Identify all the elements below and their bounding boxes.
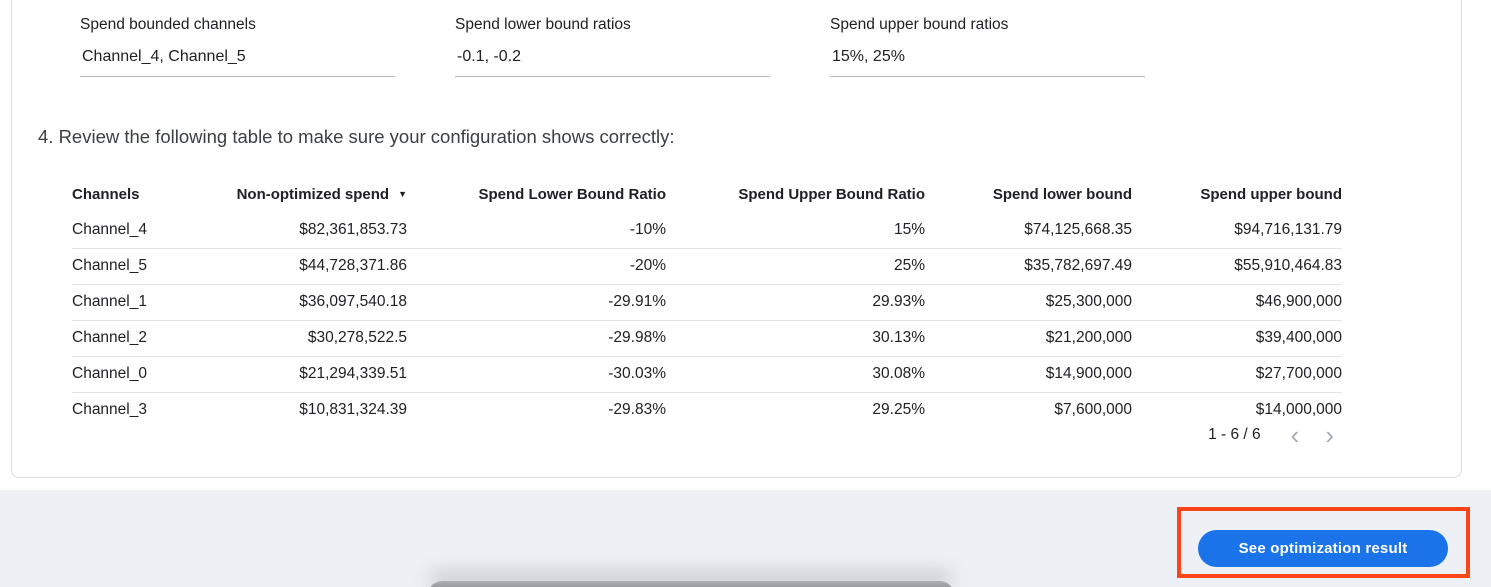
cell-non-optimized-spend: $36,097,540.18 xyxy=(212,284,407,321)
spend-upper-bound-ratios-label: Spend upper bound ratios xyxy=(830,16,1009,33)
cell-upper-bound: $39,400,000 xyxy=(1132,320,1342,357)
table-row: Channel_2 $30,278,522.5 -29.98% 30.13% $… xyxy=(72,320,1342,357)
spend-upper-bound-ratios-input[interactable] xyxy=(830,48,1145,77)
column-header-spend-lower-bound[interactable]: Spend lower bound xyxy=(992,186,1132,203)
cell-lower-ratio: -29.98% xyxy=(407,320,666,357)
field-spend-bounded-channels: Spend bounded channels xyxy=(80,16,395,77)
step-instruction: 4. Review the following table to make su… xyxy=(38,126,675,147)
cell-upper-bound: $94,716,131.79 xyxy=(1132,213,1342,249)
cell-non-optimized-spend: $21,294,339.51 xyxy=(212,356,407,393)
column-header-spend-upper-bound[interactable]: Spend upper bound xyxy=(1200,186,1342,203)
cell-channel: Channel_1 xyxy=(72,284,212,321)
table-row: Channel_4 $82,361,853.73 -10% 15% $74,12… xyxy=(72,213,1342,249)
column-header-spend-upper-bound-ratio[interactable]: Spend Upper Bound Ratio xyxy=(738,186,925,203)
configuration-table: Channels Non-optimized spend ▼ Spend Lowe… xyxy=(72,180,1342,428)
cell-lower-bound: $14,900,000 xyxy=(925,356,1132,393)
cell-upper-ratio: 30.08% xyxy=(666,356,925,393)
sort-descending-icon[interactable]: ▼ xyxy=(398,189,407,199)
table-row: Channel_5 $44,728,371.86 -20% 25% $35,78… xyxy=(72,248,1342,285)
cell-channel: Channel_4 xyxy=(72,213,212,249)
cell-lower-bound: $74,125,668.35 xyxy=(925,213,1132,249)
table-row: Channel_1 $36,097,540.18 -29.91% 29.93% … xyxy=(72,284,1342,321)
cell-upper-ratio: 30.13% xyxy=(666,320,925,357)
spend-bounded-channels-input[interactable] xyxy=(80,48,395,77)
column-header-label: Non-optimized spend xyxy=(236,186,390,203)
column-header-spend-lower-bound-ratio[interactable]: Spend Lower Bound Ratio xyxy=(478,186,667,203)
pagination-prev-icon[interactable]: ‹ xyxy=(1283,422,1308,448)
bottom-toast-peek xyxy=(428,581,954,587)
cell-channel: Channel_2 xyxy=(72,320,212,357)
cell-upper-ratio: 29.93% xyxy=(666,284,925,321)
table-pagination: 1 - 6 / 6 ‹ › xyxy=(1208,422,1342,448)
see-optimization-result-button[interactable]: See optimization result xyxy=(1198,530,1448,567)
cell-lower-ratio: -29.91% xyxy=(407,284,666,321)
cell-lower-ratio: -29.83% xyxy=(608,401,666,418)
cell-channel: Channel_5 xyxy=(72,248,212,285)
cell-lower-ratio: -20% xyxy=(407,248,666,285)
spend-lower-bound-ratios-label: Spend lower bound ratios xyxy=(455,16,631,33)
cell-lower-ratio: -30.03% xyxy=(407,356,666,393)
cell-channel: Channel_3 xyxy=(72,401,147,418)
spend-bounded-channels-label: Spend bounded channels xyxy=(80,16,256,33)
cell-upper-bound: $27,700,000 xyxy=(1132,356,1342,393)
cell-non-optimized-spend: $44,728,371.86 xyxy=(212,248,407,285)
cell-lower-bound: $7,600,000 xyxy=(1054,401,1132,418)
cell-lower-bound: $35,782,697.49 xyxy=(925,248,1132,285)
pagination-next-icon[interactable]: › xyxy=(1317,422,1342,448)
column-header-non-optimized-spend[interactable]: Non-optimized spend ▼ xyxy=(212,180,407,213)
cell-lower-bound: $25,300,000 xyxy=(925,284,1132,321)
pagination-range-label: 1 - 6 / 6 xyxy=(1208,426,1261,443)
cell-upper-ratio: 15% xyxy=(666,213,925,249)
column-header-channels[interactable]: Channels xyxy=(72,186,140,203)
spend-lower-bound-ratios-input[interactable] xyxy=(455,48,770,77)
table-row: Channel_0 $21,294,339.51 -30.03% 30.08% … xyxy=(72,356,1342,393)
cell-upper-bound: $14,000,000 xyxy=(1255,401,1342,418)
cell-non-optimized-spend: $10,831,324.39 xyxy=(299,401,407,418)
cell-upper-ratio: 29.25% xyxy=(872,401,925,418)
field-spend-upper-bound-ratios: Spend upper bound ratios xyxy=(830,16,1145,77)
field-spend-lower-bound-ratios: Spend lower bound ratios xyxy=(455,16,770,77)
table-header-row: Channels Non-optimized spend ▼ Spend Lowe… xyxy=(72,180,1342,213)
red-highlight-annotation xyxy=(1177,507,1470,578)
cell-upper-bound: $46,900,000 xyxy=(1132,284,1342,321)
cell-non-optimized-spend: $82,361,853.73 xyxy=(212,213,407,249)
cell-lower-ratio: -10% xyxy=(407,213,666,249)
table-row: Channel_3 $10,831,324.39 -29.83% 29.25% … xyxy=(72,393,1342,429)
cell-lower-bound: $21,200,000 xyxy=(925,320,1132,357)
cell-upper-bound: $55,910,464.83 xyxy=(1132,248,1342,285)
cell-channel: Channel_0 xyxy=(72,356,212,393)
cell-non-optimized-spend: $30,278,522.5 xyxy=(212,320,407,357)
cell-upper-ratio: 25% xyxy=(666,248,925,285)
